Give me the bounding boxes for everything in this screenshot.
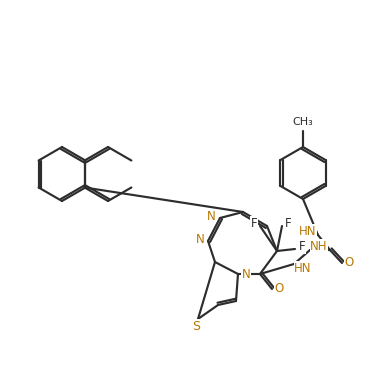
Text: NH: NH bbox=[310, 239, 328, 252]
Text: F: F bbox=[285, 217, 291, 230]
Text: F: F bbox=[299, 241, 305, 254]
Text: N: N bbox=[196, 232, 204, 245]
Text: F: F bbox=[251, 217, 257, 230]
Text: CH₃: CH₃ bbox=[292, 117, 314, 127]
Text: HN: HN bbox=[294, 262, 312, 275]
Text: HN: HN bbox=[299, 224, 317, 238]
Text: N: N bbox=[242, 268, 250, 280]
Text: O: O bbox=[275, 283, 284, 296]
Text: O: O bbox=[344, 256, 354, 269]
Text: S: S bbox=[192, 320, 200, 332]
Text: N: N bbox=[207, 210, 215, 223]
